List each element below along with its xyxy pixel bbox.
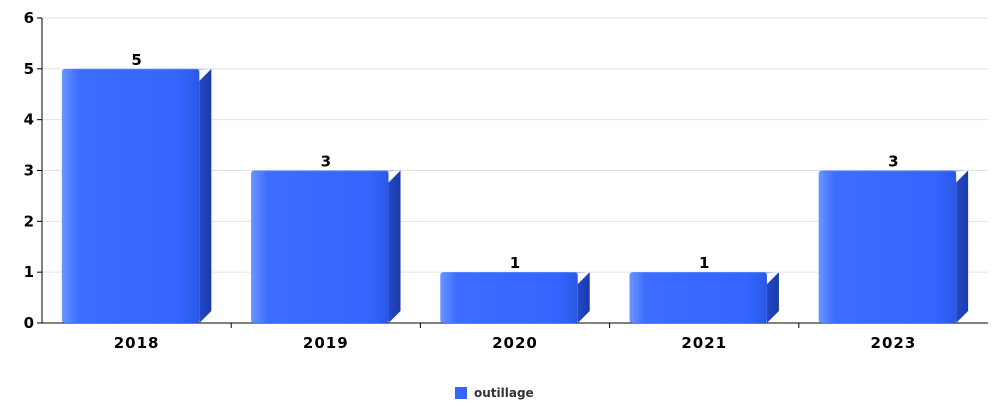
y-tick-label: 4 xyxy=(24,111,34,129)
bar-top xyxy=(631,272,777,274)
x-tick-label: 2018 xyxy=(114,334,160,352)
axes: 0 1 2 3 4 5 6 2018 2019 2020 2021 2023 xyxy=(24,9,988,352)
bar-side xyxy=(956,170,969,323)
legend-swatch xyxy=(455,387,467,399)
bar-2019 xyxy=(251,170,389,323)
x-tick-label: 2019 xyxy=(303,334,349,352)
data-label: 5 xyxy=(131,51,141,69)
x-tick-label: 2021 xyxy=(681,334,727,352)
data-label: 3 xyxy=(888,153,898,171)
y-tick-label: 3 xyxy=(24,162,34,180)
bar-2021 xyxy=(629,272,767,323)
bar-top xyxy=(442,272,588,274)
bar-top xyxy=(820,170,967,172)
x-tick-label: 2023 xyxy=(871,334,917,352)
y-tick-label: 2 xyxy=(24,212,34,230)
bar-side xyxy=(388,170,401,323)
y-tick-label: 6 xyxy=(24,9,34,27)
legend-label: outillage xyxy=(474,386,534,400)
data-label: 1 xyxy=(510,254,520,272)
bar-side xyxy=(199,68,212,323)
bar-2023 xyxy=(818,170,957,323)
x-tick-label: 2020 xyxy=(492,334,538,352)
legend: outillage xyxy=(455,386,534,400)
y-tick-label: 1 xyxy=(24,263,34,281)
bar-top xyxy=(253,170,399,172)
bar-side xyxy=(577,272,590,323)
bar-side xyxy=(766,272,779,323)
y-tick-label: 5 xyxy=(24,60,34,78)
bar-2018 xyxy=(61,68,200,323)
bars: 5 3 1 1 3 xyxy=(61,51,969,323)
bar-top xyxy=(63,68,210,70)
y-tick-label: 0 xyxy=(24,314,34,332)
bar-2020 xyxy=(440,272,578,323)
data-label: 3 xyxy=(321,153,331,171)
data-label: 1 xyxy=(699,254,709,272)
